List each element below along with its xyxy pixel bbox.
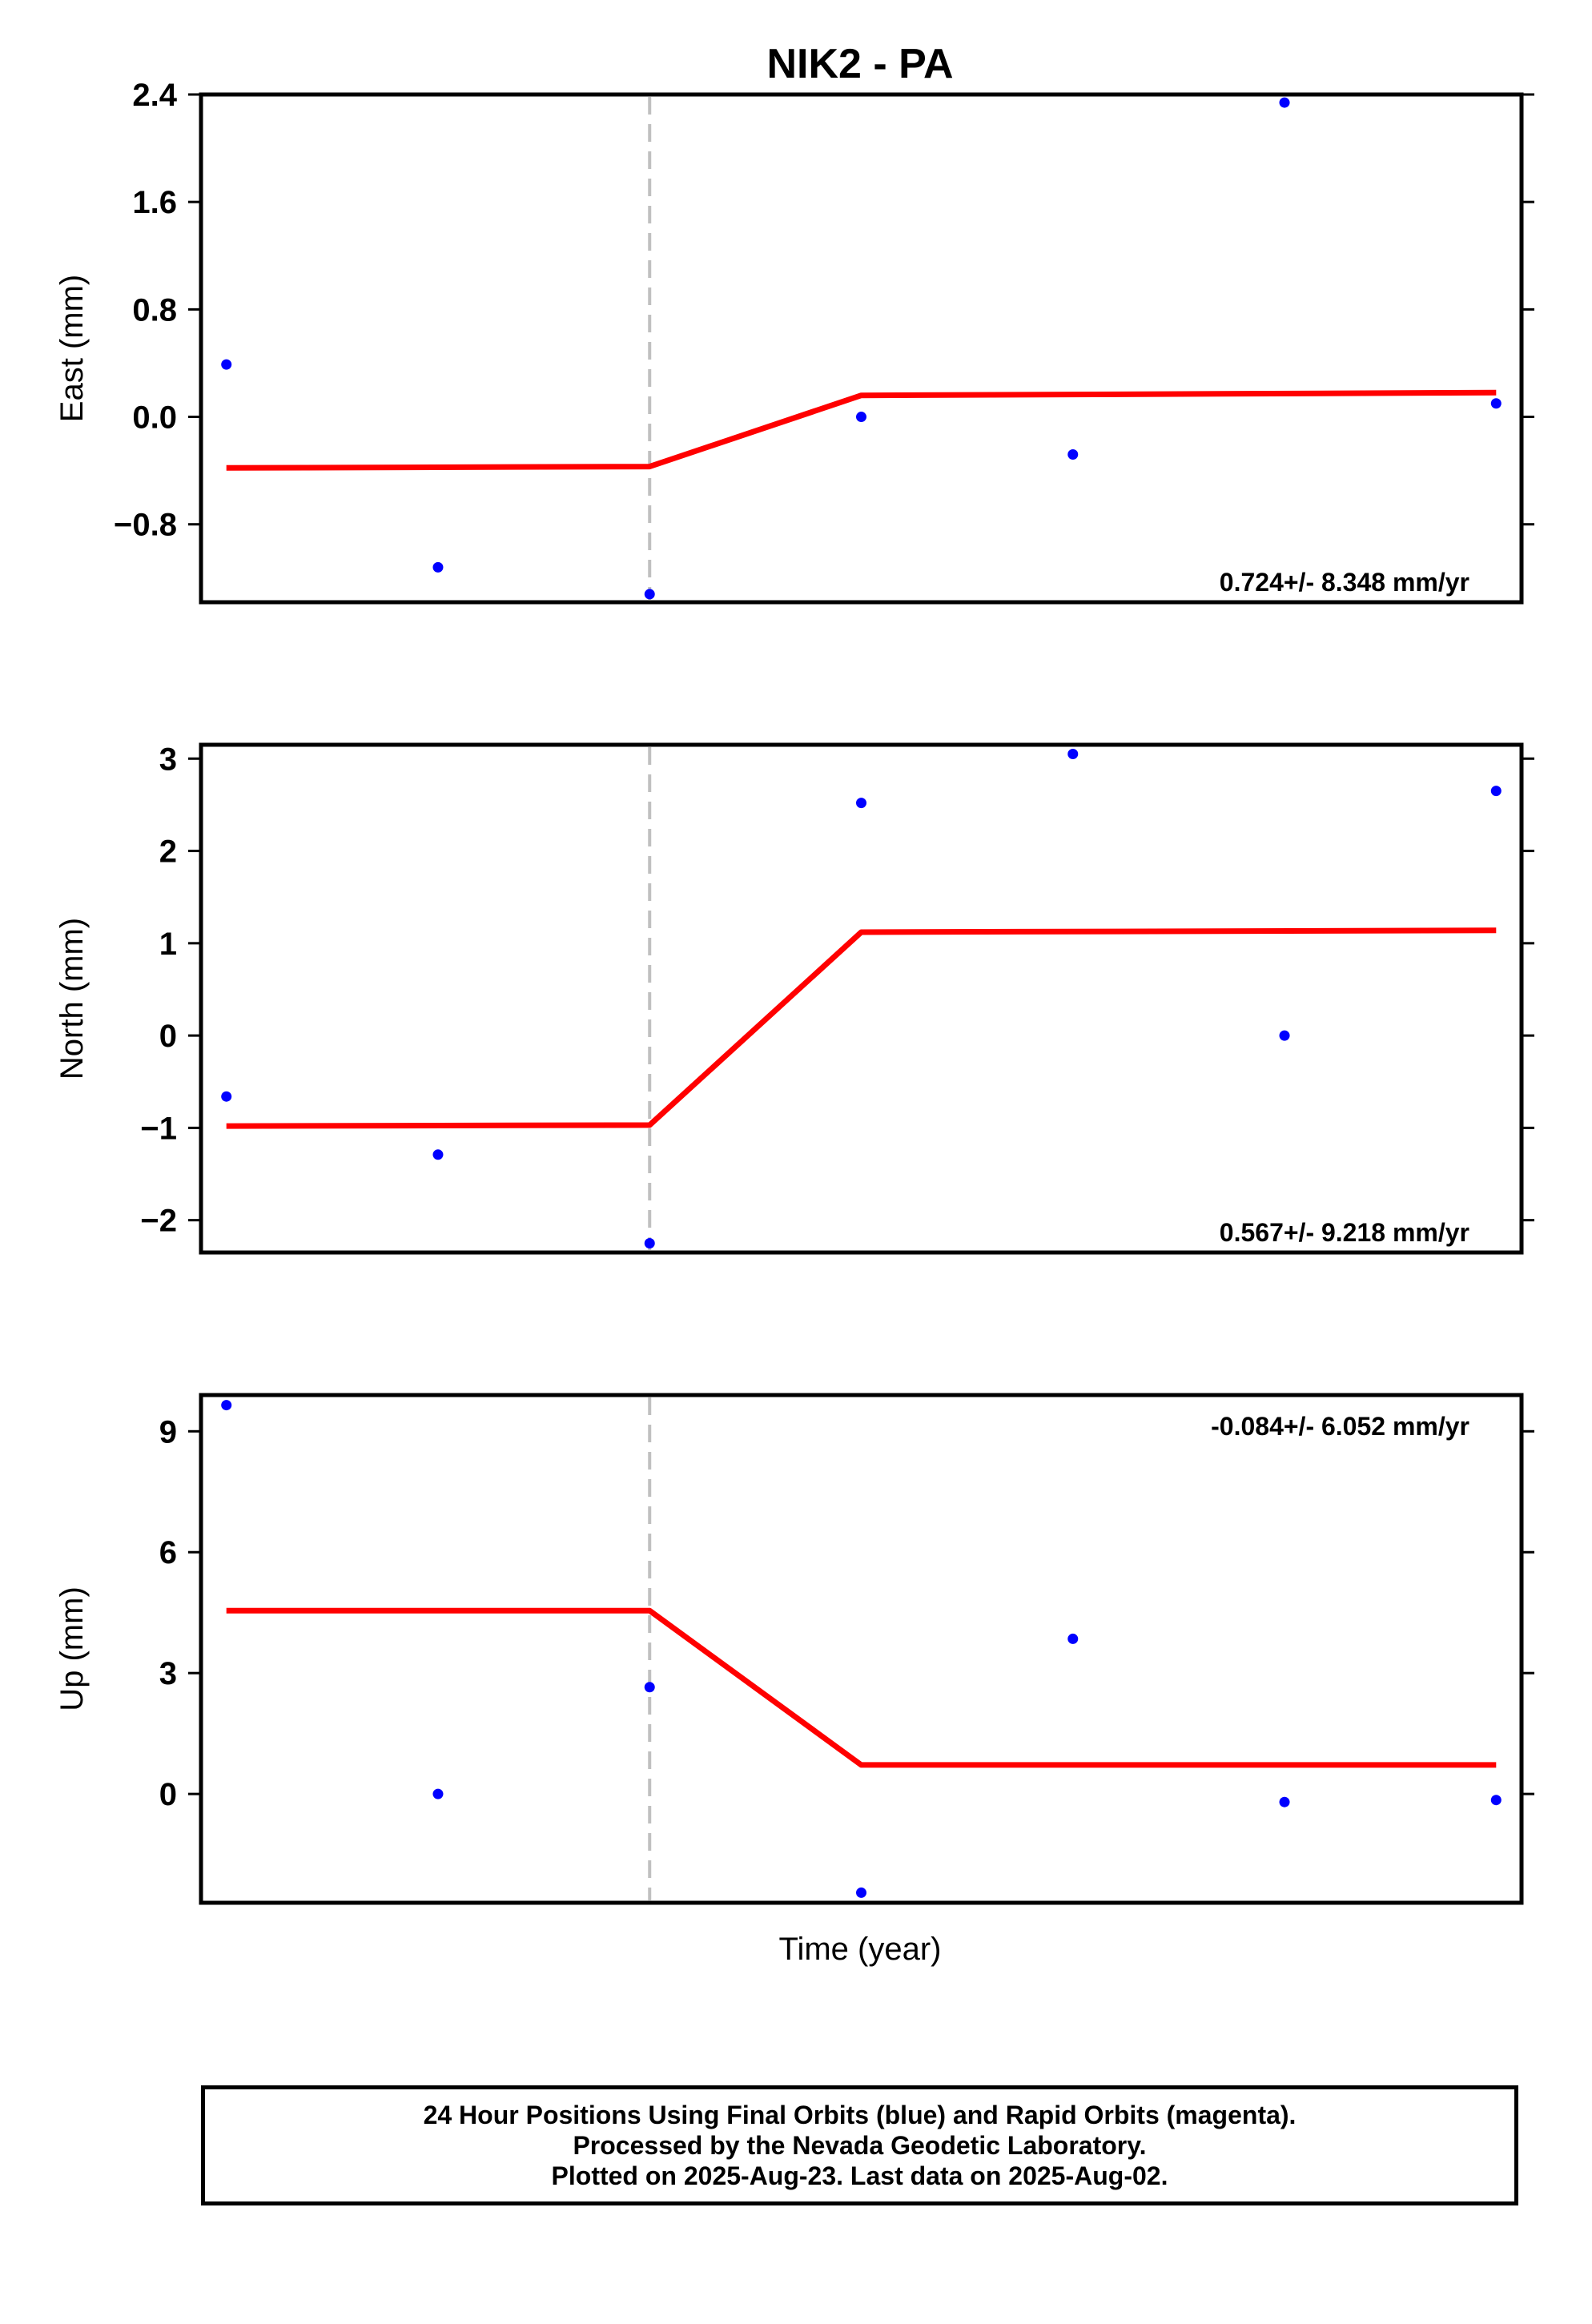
east-frame	[199, 92, 1524, 605]
north-tick-label-5: 2	[159, 834, 177, 870]
east-data-point-2	[432, 561, 444, 573]
north-rate-label: 0.567+/- 9.218 mm/yr	[1220, 1218, 1469, 1247]
east-data-point-6	[1279, 97, 1290, 108]
up-rate-label: -0.084+/- 6.052 mm/yr	[1211, 1412, 1469, 1441]
north-tick-label-4: 1	[159, 927, 177, 962]
up-data-point-4	[856, 1887, 866, 1898]
north-tick-label-6: 3	[159, 742, 177, 777]
east-y-axis-label: East (mm)	[54, 275, 90, 422]
north-data-point-5	[1067, 749, 1079, 760]
east-data-point-7	[1490, 398, 1502, 409]
up-model-line	[226, 1607, 1497, 1768]
x-axis-label: Time (year)	[779, 1932, 942, 1967]
north-data-point-7	[1490, 786, 1502, 797]
north-y-axis-label: North (mm)	[54, 918, 90, 1080]
footer-info-box: 24 Hour Positions Using Final Orbits (bl…	[201, 2085, 1518, 2205]
east-data-point-3	[644, 589, 655, 600]
north-tick-label-1: −2	[140, 1204, 177, 1239]
east-panel: −0.8 0.0 0.8 1.6 2.4 East (mm) 0.724+/- 8.348 …	[54, 78, 1534, 605]
up-tick-label-4: 9	[159, 1414, 177, 1449]
up-data-point-3	[644, 1682, 655, 1693]
up-data-point-5	[1067, 1633, 1079, 1644]
up-tick-label-2: 3	[159, 1656, 177, 1691]
up-data-point-2	[432, 1788, 444, 1799]
east-tick-label-2: 0.0	[132, 400, 177, 436]
footer-line-orbits: 24 Hour Positions Using Final Orbits (bl…	[423, 2101, 1297, 2129]
east-tick-label-4: 1.6	[132, 185, 177, 220]
chart-title: NIK2 - PA	[766, 41, 953, 87]
east-data-point-1	[221, 359, 232, 370]
footer-line-plotted: Plotted on 2025-Aug-23. Last data on 202…	[551, 2161, 1168, 2190]
up-data-point-6	[1279, 1796, 1290, 1807]
north-data-point-1	[221, 1091, 232, 1102]
up-tick-label-1: 0	[159, 1777, 177, 1812]
east-tick-label-1: −0.8	[114, 508, 177, 543]
north-data-point-4	[856, 798, 866, 809]
footer-line-processed: Processed by the Nevada Geodetic Laborat…	[573, 2131, 1147, 2160]
north-data-point-3	[644, 1237, 655, 1248]
east-data-point-5	[1067, 449, 1079, 460]
up-data-point-1	[221, 1400, 232, 1411]
north-model-line	[226, 927, 1497, 1129]
north-tick-label-2: −1	[140, 1111, 177, 1146]
east-model-line	[226, 389, 1497, 471]
up-frame	[199, 1393, 1524, 1905]
north-tick-label-3: 0	[159, 1019, 177, 1054]
panels: −0.8 0.0 0.8 1.6 2.4 East (mm) 0.724+/- 8.348 …	[54, 78, 1534, 1905]
east-data-point-4	[856, 412, 866, 423]
north-data-point-2	[432, 1149, 444, 1160]
up-panel: 0 3 6 9 Up (mm) -0.084+/- 6.052 mm/yr	[54, 1393, 1534, 1905]
east-tick-label-5: 2.4	[132, 78, 177, 113]
east-rate-label: 0.724+/- 8.348 mm/yr	[1220, 568, 1469, 597]
up-y-axis-label: Up (mm)	[54, 1586, 90, 1711]
up-tick-label-3: 6	[159, 1535, 177, 1570]
east-tick-label-3: 0.8	[132, 292, 177, 328]
up-data-point-7	[1490, 1795, 1502, 1806]
north-panel: −2 −1 0 1 2 3 North (mm) 0.567+/- 9.218 mm/yr	[54, 742, 1534, 1255]
north-frame	[199, 742, 1524, 1255]
north-data-point-6	[1279, 1030, 1290, 1041]
